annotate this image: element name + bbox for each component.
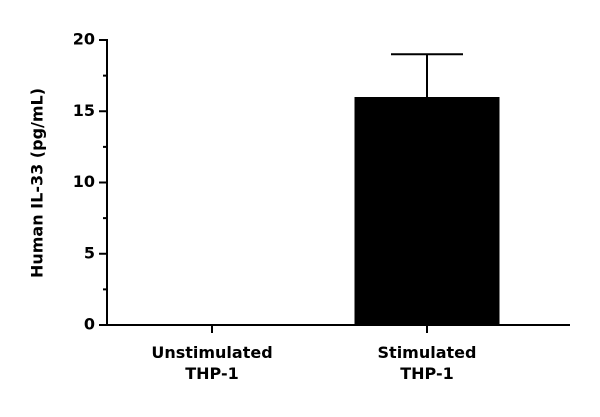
- y-tick-label: 15: [73, 101, 95, 120]
- y-tick-label: 5: [84, 243, 95, 262]
- x-tick-label: Stimulated THP-1: [378, 343, 477, 383]
- bar: [354, 97, 500, 325]
- y-tick-label: 0: [84, 315, 95, 334]
- y-tick-label: 10: [73, 172, 95, 191]
- x-tick-label: Unstimulated THP-1: [151, 343, 272, 383]
- y-axis-label: Human IL-33 (pg/mL): [28, 88, 47, 278]
- y-tick-label: 20: [73, 30, 95, 49]
